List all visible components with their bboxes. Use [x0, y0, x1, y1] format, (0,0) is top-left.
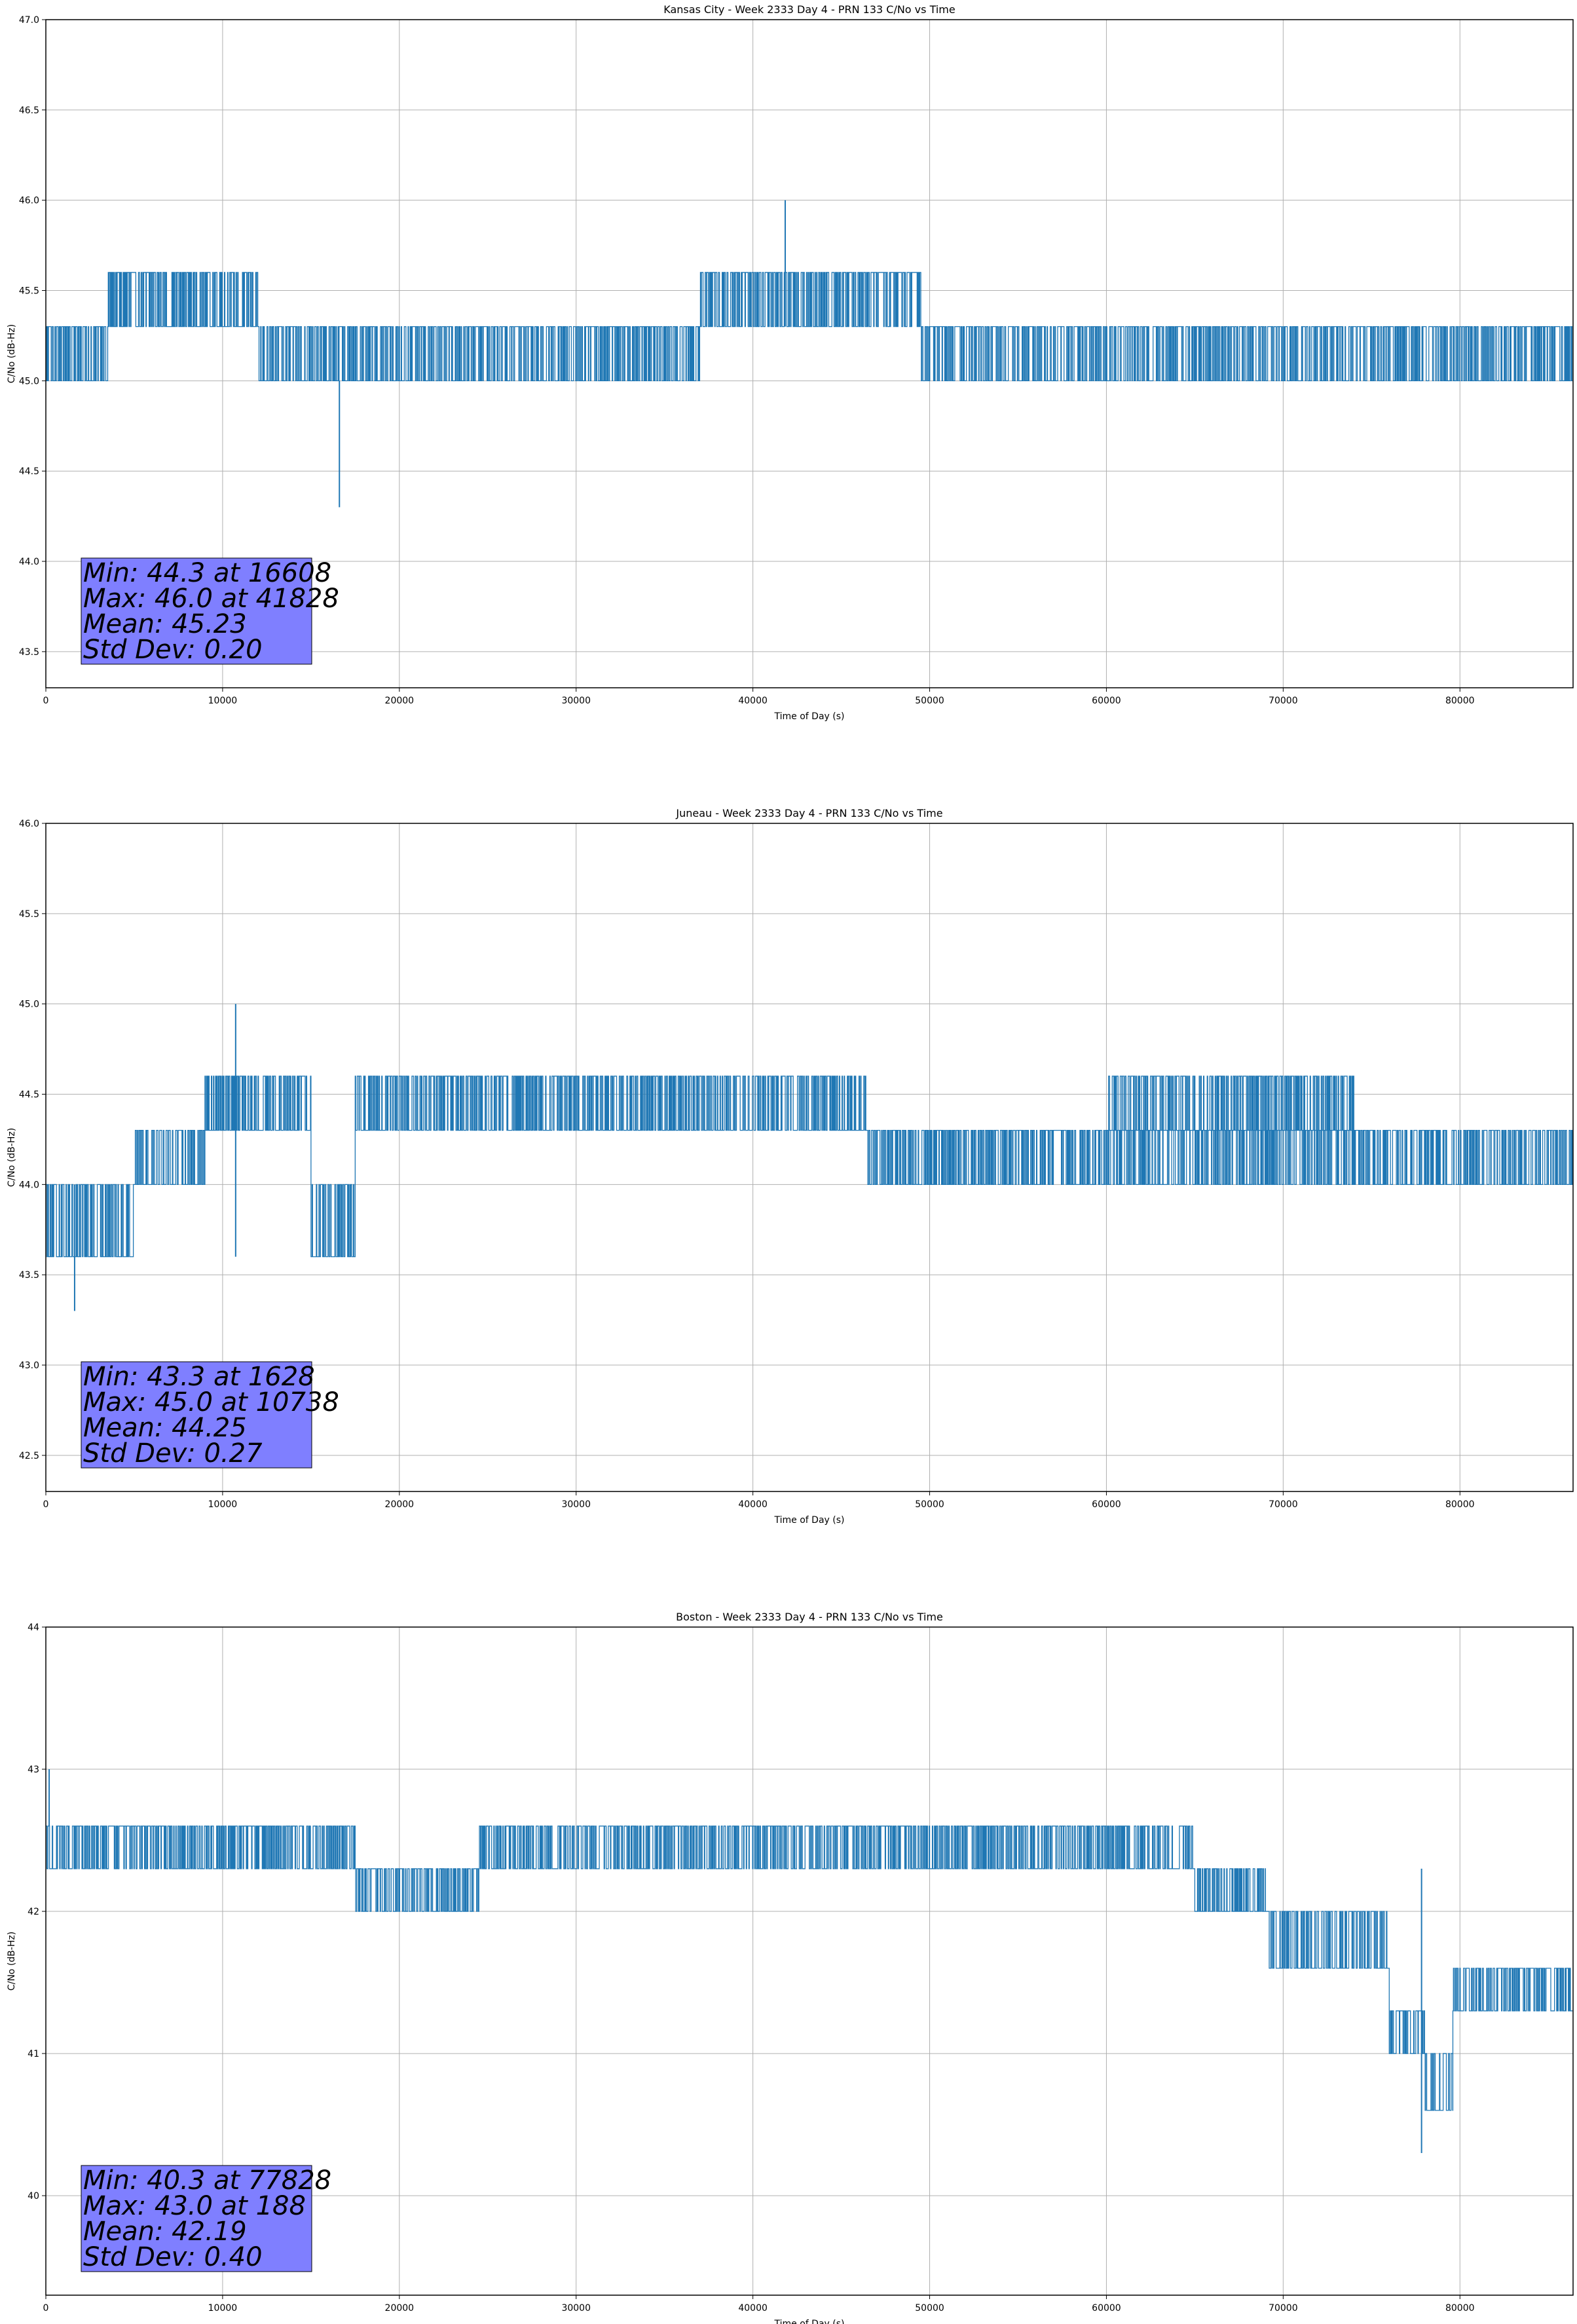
x-tick-label: 10000 [208, 2303, 238, 2314]
y-tick-label: 43 [28, 1765, 39, 1775]
x-axis-label: Time of Day (s) [774, 1515, 845, 1526]
x-tick-label: 0 [43, 1499, 49, 1510]
y-tick-label: 44.5 [19, 1090, 39, 1100]
y-tick-label: 45.5 [19, 909, 39, 920]
y-tick-label: 46.5 [19, 105, 39, 116]
stats-mean: Mean: 42.19 [83, 2217, 247, 2247]
y-tick-label: 42 [28, 1907, 39, 1917]
chart-title: Kansas City - Week 2333 Day 4 - PRN 133 … [663, 3, 955, 16]
axes-frame [45, 823, 1574, 1492]
chart-0: Kansas City - Week 2333 Day 4 - PRN 133 … [7, 3, 1574, 722]
chart-1: Juneau - Week 2333 Day 4 - PRN 133 C/No … [7, 807, 1574, 1526]
x-axis-label: Time of Day (s) [774, 2319, 845, 2324]
y-axis-label: C/No (dB-Hz) [7, 1932, 17, 1991]
y-tick-label: 40 [28, 2191, 39, 2202]
y-tick-label: 45.5 [19, 286, 39, 297]
x-tick-label: 20000 [385, 1499, 415, 1510]
y-tick-label: 45.0 [19, 376, 39, 386]
stats-std-dev: Std Dev: 0.27 [83, 1438, 263, 1469]
x-tick-label: 50000 [915, 1499, 944, 1510]
x-tick-label: 0 [43, 2303, 49, 2314]
x-tick-label: 40000 [738, 696, 768, 706]
x-tick-label: 10000 [208, 696, 238, 706]
chart-title: Juneau - Week 2333 Day 4 - PRN 133 C/No … [675, 807, 942, 819]
stats-box [81, 557, 312, 665]
x-tick-label: 70000 [1269, 2303, 1298, 2314]
stats-max: Max: 43.0 at 188 [83, 2191, 306, 2221]
chart-2: Boston - Week 2333 Day 4 - PRN 133 C/No … [7, 1611, 1574, 2324]
stats-min: Min: 43.3 at 1628 [83, 1362, 315, 1392]
x-tick-label: 40000 [738, 2303, 768, 2314]
x-tick-label: 50000 [915, 696, 944, 706]
y-tick-label: 44 [28, 1622, 39, 1633]
x-tick-label: 10000 [208, 1499, 238, 1510]
x-tick-label: 40000 [738, 1499, 768, 1510]
stats-max: Max: 45.0 at 10738 [83, 1387, 339, 1417]
stats-box [81, 2165, 312, 2272]
cno-series-line [46, 1076, 1574, 1258]
x-tick-label: 50000 [915, 2303, 944, 2314]
stats-min: Min: 44.3 at 16608 [83, 558, 331, 588]
axes-frame [45, 19, 1574, 688]
stats-std-dev: Std Dev: 0.20 [83, 635, 263, 665]
y-tick-label: 43.5 [19, 1270, 39, 1281]
y-tick-label: 44.0 [19, 1180, 39, 1190]
cno-series-line [46, 1826, 1573, 2111]
x-tick-label: 30000 [561, 1499, 591, 1510]
y-tick-label: 45.0 [19, 1000, 39, 1010]
x-tick-label: 20000 [385, 696, 415, 706]
chart-title: Boston - Week 2333 Day 4 - PRN 133 C/No … [676, 1611, 943, 1623]
y-tick-label: 44.5 [19, 466, 39, 477]
y-tick-label: 41 [28, 2049, 39, 2059]
y-tick-label: 43.5 [19, 647, 39, 658]
axes-frame [45, 1626, 1574, 2296]
x-tick-label: 0 [43, 696, 49, 706]
x-tick-label: 70000 [1269, 696, 1298, 706]
x-tick-label: 70000 [1269, 1499, 1298, 1510]
x-tick-label: 60000 [1092, 2303, 1121, 2314]
stats-max: Max: 46.0 at 41828 [83, 584, 339, 614]
x-tick-label: 20000 [385, 2303, 415, 2314]
y-axis-label: C/No (dB-Hz) [7, 1128, 17, 1187]
stats-mean: Mean: 44.25 [83, 1413, 247, 1443]
x-tick-label: 60000 [1092, 1499, 1121, 1510]
stats-std-dev: Std Dev: 0.40 [83, 2242, 263, 2272]
y-tick-label: 47.0 [19, 15, 39, 26]
cno-series-line [46, 272, 1573, 381]
y-tick-label: 44.0 [19, 557, 39, 567]
y-tick-label: 46.0 [19, 819, 39, 829]
x-tick-label: 30000 [561, 2303, 591, 2314]
y-tick-label: 43.0 [19, 1360, 39, 1371]
x-tick-label: 60000 [1092, 696, 1121, 706]
stats-mean: Mean: 45.23 [83, 609, 247, 639]
y-tick-label: 46.0 [19, 196, 39, 206]
x-tick-label: 80000 [1445, 1499, 1475, 1510]
y-axis-label: C/No (dB-Hz) [7, 324, 17, 383]
x-tick-label: 80000 [1445, 696, 1475, 706]
x-tick-label: 30000 [561, 696, 591, 706]
stats-box [81, 1361, 312, 1469]
y-tick-label: 42.5 [19, 1451, 39, 1461]
x-axis-label: Time of Day (s) [774, 711, 845, 722]
stats-min: Min: 40.3 at 77828 [83, 2165, 331, 2196]
x-tick-label: 80000 [1445, 2303, 1475, 2314]
